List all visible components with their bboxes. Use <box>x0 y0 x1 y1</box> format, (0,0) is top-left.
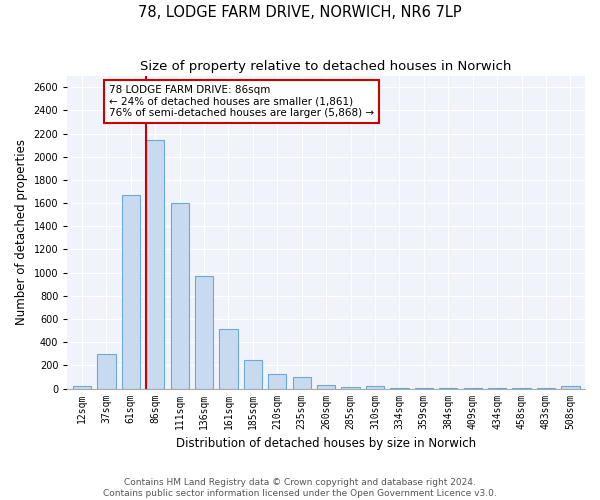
Bar <box>146 140 164 388</box>
Bar <box>195 276 213 388</box>
Bar <box>170 203 189 388</box>
Bar <box>244 360 262 388</box>
Title: Size of property relative to detached houses in Norwich: Size of property relative to detached ho… <box>140 60 512 73</box>
Text: 78, LODGE FARM DRIVE, NORWICH, NR6 7LP: 78, LODGE FARM DRIVE, NORWICH, NR6 7LP <box>138 5 462 20</box>
Text: Contains HM Land Registry data © Crown copyright and database right 2024.
Contai: Contains HM Land Registry data © Crown c… <box>103 478 497 498</box>
Y-axis label: Number of detached properties: Number of detached properties <box>15 139 28 325</box>
Bar <box>220 330 238 388</box>
Text: 78 LODGE FARM DRIVE: 86sqm
← 24% of detached houses are smaller (1,861)
76% of s: 78 LODGE FARM DRIVE: 86sqm ← 24% of deta… <box>109 85 374 118</box>
Bar <box>268 374 286 388</box>
X-axis label: Distribution of detached houses by size in Norwich: Distribution of detached houses by size … <box>176 437 476 450</box>
Bar <box>561 386 580 388</box>
Bar <box>73 386 91 388</box>
Bar <box>293 377 311 388</box>
Bar <box>317 385 335 388</box>
Bar <box>122 195 140 388</box>
Bar <box>97 354 116 388</box>
Bar <box>366 386 384 388</box>
